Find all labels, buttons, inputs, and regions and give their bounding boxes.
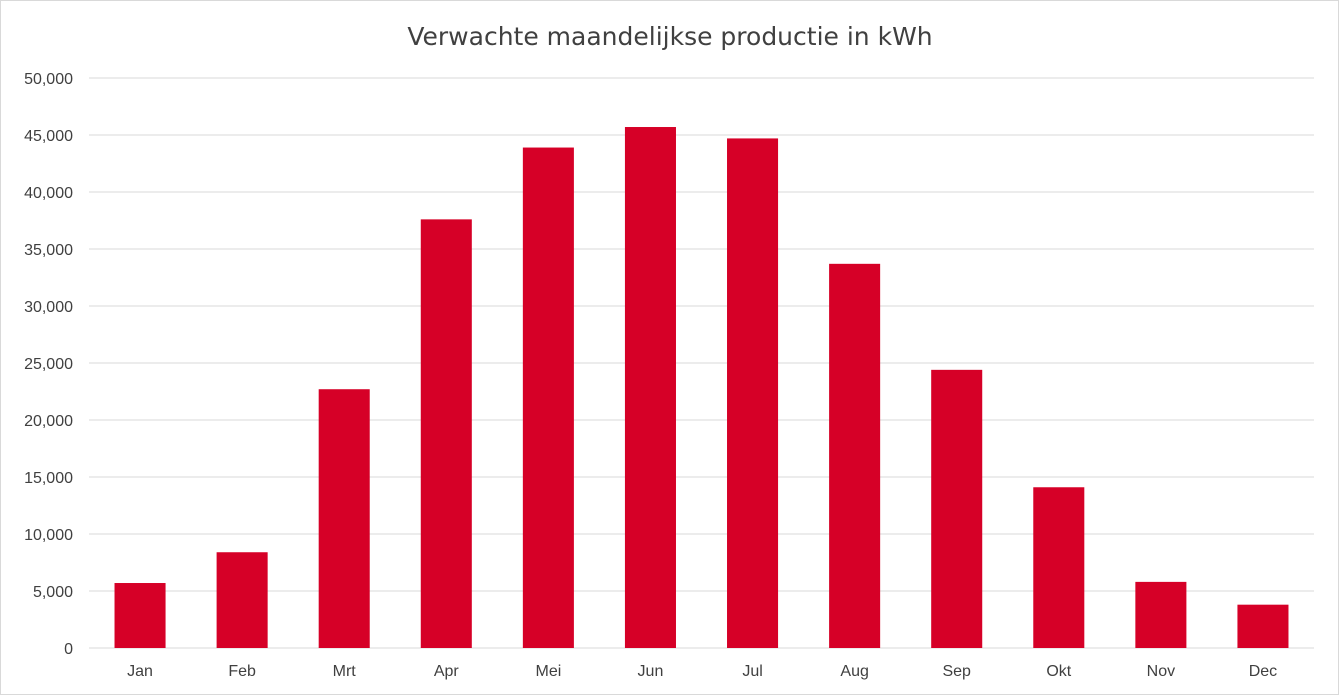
x-tick-label: Feb bbox=[228, 663, 256, 680]
y-tick-label: 0 bbox=[64, 641, 73, 658]
y-tick-label: 15,000 bbox=[24, 470, 73, 487]
x-tick-label: Jun bbox=[638, 663, 664, 680]
y-tick-label: 20,000 bbox=[24, 413, 73, 430]
x-tick-label: Jan bbox=[127, 663, 153, 680]
bar-sep bbox=[931, 369, 983, 648]
y-tick-label: 35,000 bbox=[24, 242, 73, 259]
bar-apr bbox=[420, 219, 472, 649]
x-tick-label: Aug bbox=[840, 663, 868, 680]
x-tick-label: Apr bbox=[434, 663, 460, 680]
y-tick-label: 30,000 bbox=[24, 299, 73, 316]
gridlines bbox=[89, 77, 1314, 649]
y-tick-label: 45,000 bbox=[24, 128, 73, 145]
bar-aug bbox=[829, 263, 881, 648]
y-tick-label: 40,000 bbox=[24, 185, 73, 202]
bar-okt bbox=[1033, 487, 1085, 648]
chart-title: Verwachte maandelijkse productie in kWh bbox=[407, 22, 932, 51]
x-tick-label: Nov bbox=[1147, 663, 1175, 680]
bar-jul bbox=[727, 138, 779, 649]
x-tick-label: Okt bbox=[1046, 663, 1071, 680]
x-tick-label: Jul bbox=[742, 663, 762, 680]
bar-jan bbox=[114, 583, 166, 648]
bars bbox=[114, 127, 1289, 649]
x-tick-label: Mrt bbox=[333, 663, 357, 680]
x-axis-ticks: Jan Feb Mrt Apr Mei Jun Jul Aug Sep Okt Nov Dec bbox=[127, 663, 1277, 680]
y-tick-label: 25,000 bbox=[24, 356, 73, 373]
bar-mrt bbox=[318, 389, 370, 648]
bar-dec bbox=[1237, 604, 1289, 648]
x-tick-label: Sep bbox=[942, 663, 971, 680]
y-tick-label: 50,000 bbox=[24, 71, 73, 88]
y-tick-label: 5,000 bbox=[33, 584, 73, 601]
y-tick-label: 10,000 bbox=[24, 527, 73, 544]
y-axis-ticks: 0 5,000 10,000 15,000 20,000 25,000 30,000 35,0… bbox=[24, 71, 73, 658]
bar-feb bbox=[216, 552, 268, 648]
x-tick-label: Mei bbox=[535, 663, 561, 680]
bar-jun bbox=[624, 127, 676, 648]
x-tick-label: Dec bbox=[1249, 663, 1277, 680]
bar-nov bbox=[1135, 581, 1187, 648]
bar-mei bbox=[522, 147, 574, 649]
